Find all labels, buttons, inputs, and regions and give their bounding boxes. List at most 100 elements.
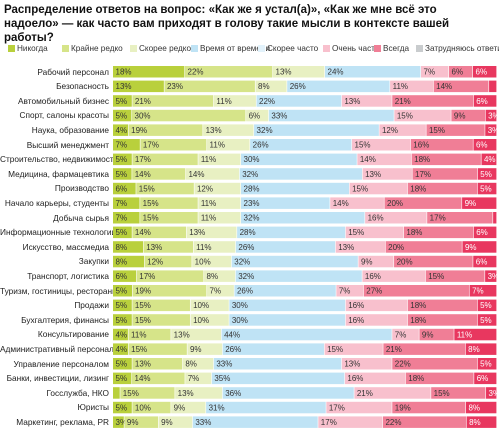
category-label: Туризм, гостиницы, рестораны [0,285,119,296]
bar-segment [324,343,383,355]
data-label: 6% [452,68,464,77]
data-label: 7% [116,214,128,223]
data-label: 26% [290,82,306,91]
data-label: 4% [116,345,128,354]
data-label: 32% [257,126,273,135]
bar-segment [462,197,497,209]
data-label: 8% [258,82,270,91]
data-label: 6% [116,184,128,193]
data-label: 5% [480,316,492,325]
bar-segment [113,416,124,428]
bar-segment [185,66,273,78]
data-label: 11% [201,199,216,208]
legend-label: Очень часто [332,44,380,53]
bar-segment [237,226,346,239]
bar-segment [325,66,421,78]
data-label: 14% [135,170,151,179]
data-label: 6% [476,97,488,106]
data-label: 5% [116,301,128,310]
bar-segment [190,299,229,312]
bar-segment [229,314,346,326]
bar-segment [113,387,120,399]
bar-segment [136,182,194,195]
bar-segment [203,124,254,136]
data-label: 15% [327,345,343,354]
data-label: 30% [232,316,248,325]
data-label: 15% [131,345,147,354]
bar-segment [473,226,497,239]
data-label: 26% [238,243,254,252]
data-label: 11% [216,97,231,106]
data-label: 6% [476,141,488,150]
data-label: 21% [357,389,373,398]
data-label: 15% [143,199,159,208]
data-label: 13% [178,389,194,398]
bar-segment [204,270,236,282]
data-label: 11% [201,214,216,223]
data-label: 17% [143,141,159,150]
data-label: 22% [385,418,401,427]
data-label: 8% [185,360,197,369]
category-label: Маркетинг, реклама, PR [16,416,109,427]
data-label: 30% [244,155,260,164]
data-label: 18% [116,68,132,77]
legend-swatch [323,44,330,52]
data-label: 32% [234,257,250,266]
data-label: 3% [488,126,499,135]
data-label: 5% [116,374,128,383]
bar-segment [198,197,241,209]
bar-segment [326,401,392,414]
data-label: 13% [344,97,360,106]
bar-segment [136,270,204,282]
data-label: 5% [116,316,128,325]
data-label: 17% [135,155,151,164]
legend-swatch [62,44,69,52]
bar-segment [486,387,497,399]
bar-segment [433,80,489,93]
bar-segment [394,109,451,122]
data-label: 20% [388,243,404,252]
bar-segment [239,168,362,180]
data-label: 7% [188,374,200,383]
bar-segment [140,212,198,224]
bar-segment [466,416,497,428]
data-label: 14% [436,82,452,91]
bar-segment [419,328,454,341]
bar-segment [231,255,358,268]
data-label: 15% [434,389,450,398]
bar-segment [164,80,255,93]
data-label: 8% [468,403,480,412]
bar-segment [411,153,481,166]
data-label: 15% [135,301,151,310]
bar-segment [287,80,390,93]
data-label: 20% [387,199,403,208]
data-label: 15% [123,389,139,398]
category-label: Консультирование [37,329,109,340]
bar-segment [345,226,404,239]
bar-segment [273,66,325,78]
legend-label: Всегда [383,44,410,53]
bar-segment [345,299,408,312]
legend-item-3: Время от времени [191,43,270,55]
data-label: 8% [116,257,128,266]
data-label: 15% [135,316,151,325]
category-label: Транспорт, логистика [27,270,109,281]
data-label: 5% [116,155,128,164]
bar-segment [385,241,462,253]
bar-segment [392,95,474,107]
bar-segment [187,343,223,355]
bar-segment [186,226,237,239]
data-label: 3% [489,389,499,398]
bar-segment [485,109,497,122]
bar-segment [192,416,318,428]
data-label: 5% [480,360,492,369]
bar-segment [113,343,129,355]
data-label: 16% [347,374,363,383]
data-label: 10% [135,403,151,412]
bar-segment [113,285,132,297]
bar-segment [405,372,474,385]
bar-segment [132,153,198,166]
data-label: 31% [209,403,225,412]
data-label: 8% [116,243,128,252]
